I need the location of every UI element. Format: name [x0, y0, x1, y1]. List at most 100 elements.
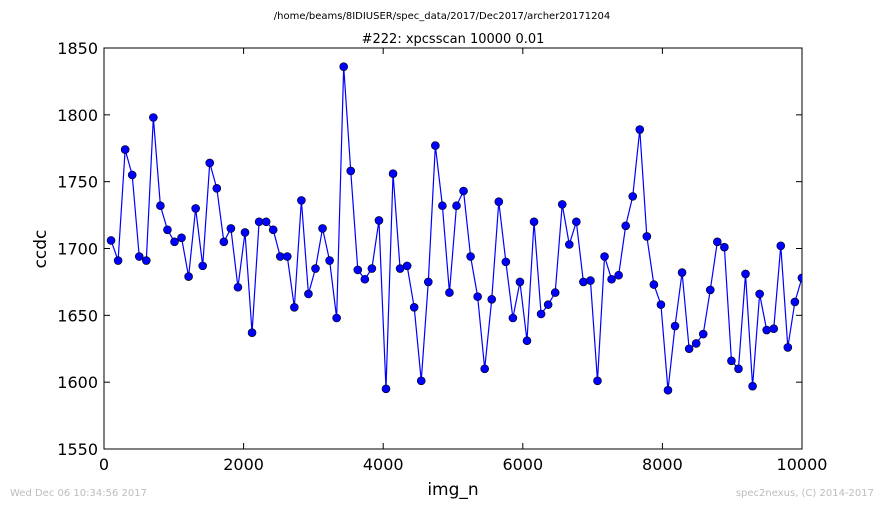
data-point — [297, 196, 306, 205]
data-point — [586, 276, 595, 285]
data-point — [240, 228, 250, 237]
data-point — [713, 237, 722, 247]
data-point — [656, 300, 666, 309]
data-point — [579, 277, 588, 287]
data-point — [219, 237, 229, 247]
y-tick-label: 1600 — [57, 373, 98, 392]
data-point — [381, 384, 391, 394]
data-point — [572, 217, 581, 227]
data-point — [727, 356, 736, 366]
data-point — [670, 321, 680, 331]
data-point — [304, 289, 313, 299]
data-point — [755, 289, 764, 299]
x-tick-label: 8000 — [642, 455, 683, 474]
data-point — [282, 252, 292, 261]
data-point — [423, 277, 433, 287]
data-point — [247, 328, 257, 338]
data-point — [445, 288, 454, 297]
data-point — [642, 232, 652, 241]
data-point — [607, 274, 616, 284]
data-point — [663, 385, 673, 395]
data-point — [741, 269, 750, 279]
data-point — [325, 256, 334, 265]
x-axis-label: img_n — [427, 480, 478, 500]
data-point — [684, 344, 694, 354]
data-point — [487, 294, 497, 304]
data-point — [212, 184, 222, 193]
data-point — [628, 192, 638, 201]
data-point — [614, 270, 623, 280]
data-point — [290, 303, 299, 312]
data-point — [550, 288, 560, 297]
x-tick-label: 10000 — [777, 455, 828, 474]
data-point — [621, 221, 630, 231]
data-point — [127, 170, 137, 180]
data-point — [156, 201, 165, 211]
data-point — [776, 241, 786, 251]
data-point — [184, 272, 193, 281]
data-point — [353, 265, 363, 275]
data-point — [198, 261, 207, 271]
data-point — [120, 145, 130, 154]
data-point — [170, 237, 179, 247]
data-point — [431, 141, 440, 150]
data-point — [762, 325, 771, 335]
data-point — [149, 113, 158, 122]
data-point — [508, 313, 518, 323]
data-point — [409, 303, 419, 312]
chart-suptitle: /home/beams/8IDIUSER/spec_data/2017/Dec2… — [274, 11, 610, 22]
data-point — [163, 225, 172, 235]
series-layer — [106, 62, 802, 395]
data-point — [466, 252, 475, 261]
data-point — [720, 242, 729, 252]
data-point — [226, 224, 236, 233]
data-point — [113, 256, 123, 265]
x-tick-label: 2000 — [223, 455, 264, 474]
data-point — [177, 233, 186, 243]
data-point — [233, 282, 243, 292]
data-point — [318, 224, 327, 233]
data-point — [142, 256, 151, 265]
y-tick-label: 1550 — [57, 440, 98, 459]
footer-timestamp: Wed Dec 06 10:34:56 2017 — [10, 488, 147, 499]
data-point — [649, 280, 659, 289]
data-point — [367, 264, 377, 273]
data-point — [769, 324, 779, 334]
x-tick-label: 0 — [99, 455, 109, 474]
x-tick-label: 4000 — [363, 455, 404, 474]
data-point — [134, 252, 144, 261]
data-point — [452, 201, 461, 211]
data-point — [106, 236, 116, 245]
data-point — [191, 204, 200, 213]
data-point — [536, 309, 546, 319]
data-point — [797, 273, 802, 283]
y-axis-ticks: 1550 1600 1650 1700 1750 1800 1850 — [57, 39, 802, 459]
data-point — [790, 297, 800, 307]
data-point — [311, 264, 320, 273]
data-point — [473, 292, 482, 301]
y-tick-label: 1850 — [57, 39, 98, 58]
data-point — [600, 252, 609, 261]
chart-title: #222: xpcsscan 10000 0.01 — [362, 32, 545, 47]
data-point — [783, 343, 793, 352]
data-point — [557, 200, 567, 209]
data-point — [268, 225, 278, 235]
data-point — [515, 277, 525, 287]
y-tick-label: 1700 — [57, 240, 98, 259]
data-point — [459, 186, 468, 196]
data-point — [748, 381, 757, 391]
data-point — [698, 329, 708, 339]
data-point — [635, 125, 645, 134]
data-point — [677, 268, 687, 277]
data-point — [339, 62, 348, 72]
data-point — [402, 261, 412, 271]
data-point — [416, 376, 426, 386]
data-point — [529, 217, 539, 227]
data-point — [480, 364, 489, 374]
y-tick-label: 1750 — [57, 173, 98, 192]
data-point — [388, 169, 398, 178]
data-point — [691, 339, 701, 348]
data-point — [705, 285, 715, 295]
y-tick-label: 1650 — [57, 306, 98, 325]
